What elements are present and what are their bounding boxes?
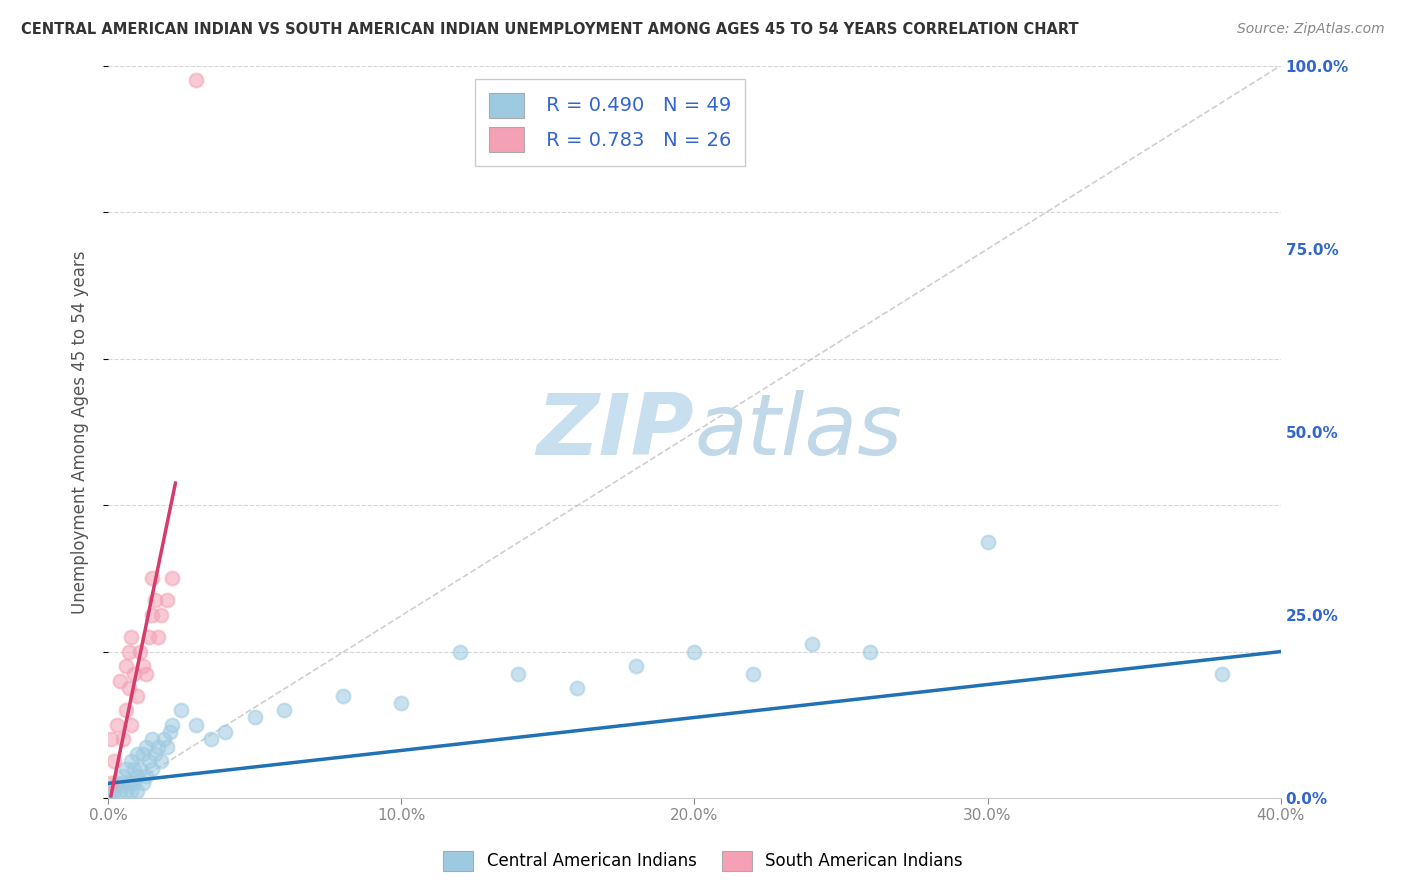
Point <box>149 607 172 622</box>
Point <box>129 762 152 776</box>
Point <box>135 769 157 783</box>
Point <box>141 607 163 622</box>
Point <box>152 732 174 747</box>
Point <box>127 689 149 703</box>
Point <box>332 689 354 703</box>
Point <box>100 776 122 790</box>
Point <box>129 644 152 658</box>
Text: CENTRAL AMERICAN INDIAN VS SOUTH AMERICAN INDIAN UNEMPLOYMENT AMONG AGES 45 TO 5: CENTRAL AMERICAN INDIAN VS SOUTH AMERICA… <box>21 22 1078 37</box>
Point <box>135 739 157 754</box>
Point <box>146 739 169 754</box>
Point <box>141 571 163 585</box>
Point <box>127 747 149 761</box>
Text: atlas: atlas <box>695 391 903 474</box>
Point <box>800 637 823 651</box>
Point <box>214 725 236 739</box>
Point <box>105 776 128 790</box>
Point <box>141 732 163 747</box>
Point <box>449 644 471 658</box>
Point <box>120 718 142 732</box>
Point <box>120 783 142 797</box>
Point <box>162 571 184 585</box>
Point <box>117 776 139 790</box>
Point <box>624 659 647 673</box>
Text: Source: ZipAtlas.com: Source: ZipAtlas.com <box>1237 22 1385 37</box>
Point <box>132 747 155 761</box>
Point <box>138 755 160 769</box>
Point <box>103 755 125 769</box>
Point <box>162 718 184 732</box>
Point <box>117 644 139 658</box>
Point <box>111 769 134 783</box>
Y-axis label: Unemployment Among Ages 45 to 54 years: Unemployment Among Ages 45 to 54 years <box>72 250 89 614</box>
Point <box>100 732 122 747</box>
Point <box>114 659 136 673</box>
Legend: Central American Indians, South American Indians: Central American Indians, South American… <box>434 842 972 880</box>
Point <box>124 666 146 681</box>
Point <box>103 783 125 797</box>
Point <box>143 747 166 761</box>
Point <box>132 776 155 790</box>
Point <box>105 718 128 732</box>
Point <box>159 725 181 739</box>
Legend:  R = 0.490   N = 49,  R = 0.783   N = 26: R = 0.490 N = 49, R = 0.783 N = 26 <box>475 79 745 166</box>
Point <box>156 739 179 754</box>
Text: ZIP: ZIP <box>537 391 695 474</box>
Point <box>114 703 136 717</box>
Point <box>114 783 136 797</box>
Point <box>565 681 588 696</box>
Point <box>111 732 134 747</box>
Point <box>170 703 193 717</box>
Point <box>114 762 136 776</box>
Point <box>111 776 134 790</box>
Point <box>127 769 149 783</box>
Point <box>149 755 172 769</box>
Point <box>742 666 765 681</box>
Point <box>138 630 160 644</box>
Point <box>273 703 295 717</box>
Point <box>156 593 179 607</box>
Point <box>243 710 266 724</box>
Point <box>108 673 131 688</box>
Point <box>184 73 207 87</box>
Point <box>859 644 882 658</box>
Point <box>132 659 155 673</box>
Point <box>124 776 146 790</box>
Point <box>120 630 142 644</box>
Point <box>120 755 142 769</box>
Point <box>117 681 139 696</box>
Point <box>108 783 131 797</box>
Point <box>100 783 122 797</box>
Point <box>200 732 222 747</box>
Point <box>135 666 157 681</box>
Point <box>976 534 998 549</box>
Point <box>184 718 207 732</box>
Point <box>508 666 530 681</box>
Point <box>124 762 146 776</box>
Point <box>127 783 149 797</box>
Point <box>146 630 169 644</box>
Point <box>389 696 412 710</box>
Point <box>683 644 706 658</box>
Point <box>141 762 163 776</box>
Point <box>1211 666 1233 681</box>
Point <box>143 593 166 607</box>
